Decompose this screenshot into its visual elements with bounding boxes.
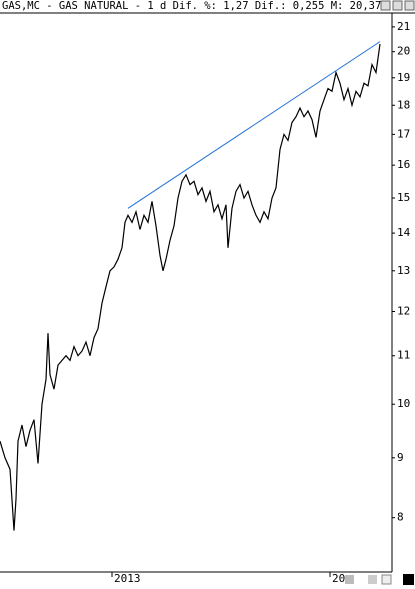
y-tick-label: 19 [397, 71, 410, 84]
tool-button[interactable] [381, 574, 392, 585]
tool-button[interactable] [403, 574, 414, 585]
y-tick-label: 14 [397, 226, 411, 239]
y-tick-label: 17 [397, 127, 410, 140]
trend-line [127, 41, 381, 209]
y-tick-label: 13 [397, 264, 410, 277]
price-line [0, 44, 381, 531]
maximize-button[interactable] [392, 0, 403, 11]
chart-title: GAS,MC - GAS NATURAL - 1 d Dif. %: 1,27 … [2, 0, 388, 12]
y-tick-label: 16 [397, 158, 410, 171]
y-tick-label: 15 [397, 191, 410, 204]
minimize-button[interactable] [380, 0, 391, 11]
y-tick-label: 20 [397, 45, 410, 58]
y-tick-label: 12 [397, 304, 410, 317]
y-tick-label: 11 [397, 349, 410, 362]
y-tick-label: 21 [397, 20, 410, 33]
y-tick-label: 8 [397, 511, 404, 524]
tool-button[interactable] [368, 575, 377, 584]
y-tick-label: 18 [397, 98, 410, 111]
y-tick-label: 9 [397, 451, 404, 464]
close-button[interactable] [404, 0, 415, 11]
y-tick-label: 10 [397, 397, 410, 410]
tool-button[interactable] [345, 575, 354, 584]
x-tick-label: 20 [332, 572, 345, 585]
x-tick-label: 2013 [114, 572, 141, 585]
